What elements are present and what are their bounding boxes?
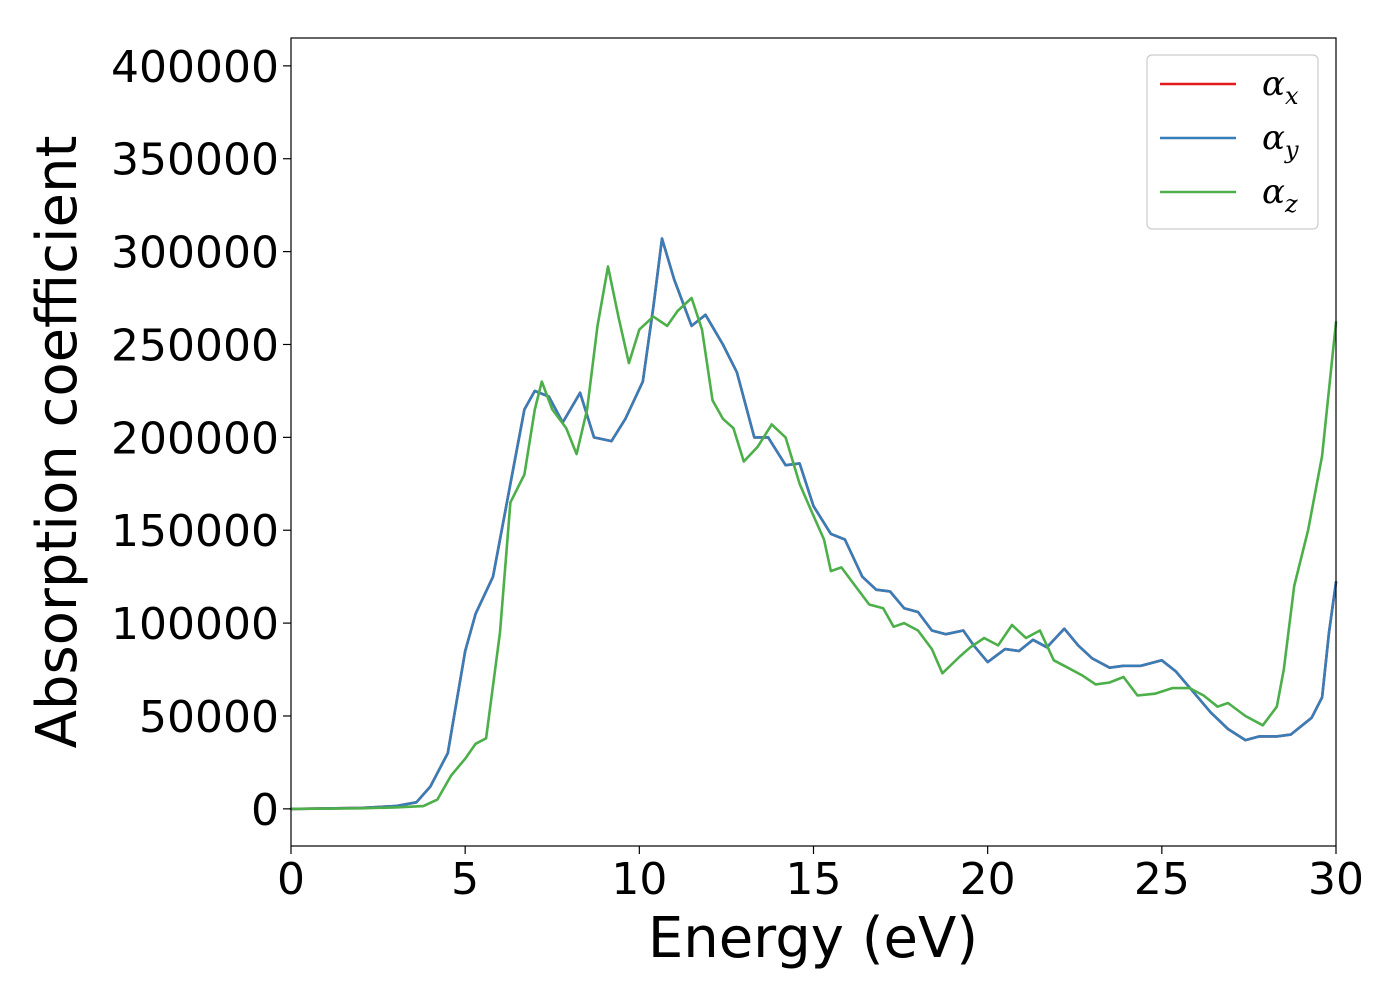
y-tick-label: 50000 xyxy=(139,692,279,743)
x-axis: 0 5 10 15 20 25 30 xyxy=(277,846,1364,905)
y-axis-title: Absorption coefficient xyxy=(25,136,90,749)
x-tick-label: 10 xyxy=(611,854,667,905)
y-tick-label: 150000 xyxy=(111,506,279,557)
x-tick-label: 20 xyxy=(960,854,1016,905)
x-tick-label: 0 xyxy=(277,854,305,905)
y-tick-label: 400000 xyxy=(111,42,279,93)
y-tick-label: 200000 xyxy=(111,413,279,464)
y-tick-label: 250000 xyxy=(111,320,279,371)
y-tick-label: 0 xyxy=(251,785,279,836)
y-axis: 0 50000 100000 150000 200000 250000 300000 3500… xyxy=(111,42,291,836)
series-layer xyxy=(289,237,1338,811)
series-line-y xyxy=(289,237,1338,811)
series-line-z xyxy=(289,265,1338,811)
x-tick-label: 15 xyxy=(786,854,842,905)
x-tick-label: 25 xyxy=(1134,854,1190,905)
x-tick-label: 5 xyxy=(451,854,479,905)
y-tick-label: 100000 xyxy=(111,599,279,650)
x-axis-title: Energy (eV) xyxy=(648,906,978,971)
series-line-x xyxy=(289,237,1338,811)
y-tick-label: 350000 xyxy=(111,135,279,186)
x-tick-label: 30 xyxy=(1308,854,1364,905)
legend-frame xyxy=(1146,54,1319,230)
y-tick-label: 300000 xyxy=(111,228,279,279)
